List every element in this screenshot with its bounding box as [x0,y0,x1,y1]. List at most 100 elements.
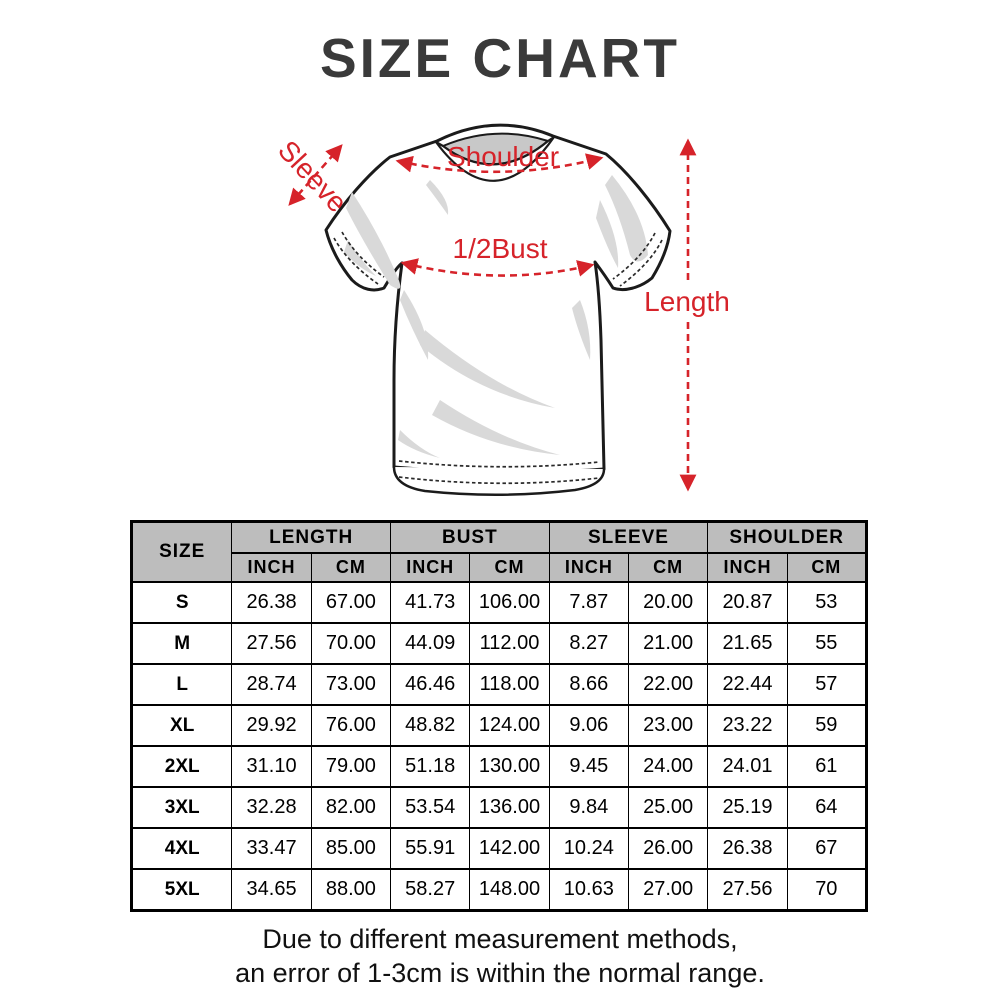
value-cell: 10.24 [548,827,629,870]
value-cell: 70.00 [310,622,392,665]
value-cell: 48.82 [390,704,471,747]
value-cell: 33.47 [231,827,312,870]
value-cell: 26.38 [707,827,788,870]
value-cell: 76.00 [310,704,392,747]
value-cell: 58.27 [390,868,471,912]
value-cell: 25.00 [627,786,709,829]
value-cell: 21.65 [707,622,788,665]
table-row: S 26.38 67.00 41.73 106.00 7.87 20.00 20.87 53 [130,581,868,624]
value-cell: 53.54 [390,786,471,829]
value-cell: 26.00 [627,827,709,870]
value-cell: 32.28 [231,786,312,829]
value-cell: 53 [786,581,868,624]
page-title: SIZE CHART [320,27,680,89]
disclaimer-line-1: Due to different measurement methods, [262,924,738,954]
tshirt-measurement-diagram: Sleeve Shoulder 1/2Bust Length [272,123,730,497]
hem-band [392,466,606,497]
value-cell: 79.00 [310,745,392,788]
size-cell: S [130,581,233,624]
value-cell: 82.00 [310,786,392,829]
value-cell: 85.00 [310,827,392,870]
value-cell: 7.87 [548,581,629,624]
value-cell: 24.00 [627,745,709,788]
header-sleeve: SLEEVE [548,520,709,554]
value-cell: 25.19 [707,786,788,829]
value-cell: 8.66 [548,663,629,706]
header-unit-inch: INCH [548,552,629,583]
value-cell: 136.00 [469,786,550,829]
value-cell: 20.00 [627,581,709,624]
size-table: SIZE LENGTH BUST SLEEVE SHOULDER INCH CM… [130,520,868,912]
size-cell: 5XL [130,868,233,912]
header-shoulder: SHOULDER [707,520,867,554]
value-cell: 24.01 [707,745,788,788]
value-cell: 22.44 [707,663,788,706]
value-cell: 67 [786,827,868,870]
header-size: SIZE [130,520,233,583]
table-row: 3XL 32.28 82.00 53.54 136.00 9.84 25.00 25.19 64 [130,786,868,829]
table-row: L 28.74 73.00 46.46 118.00 8.66 22.00 22.44 57 [130,663,868,706]
value-cell: 9.06 [548,704,629,747]
size-table-body: S 26.38 67.00 41.73 106.00 7.87 20.00 20.87 53 M 2… [130,581,868,912]
table-row: XL 29.92 76.00 48.82 124.00 9.06 23.00 23.22 59 [130,704,868,747]
table-row: 4XL 33.47 85.00 55.91 142.00 10.24 26.00 26.38 6… [130,827,868,870]
size-cell: XL [130,704,233,747]
value-cell: 124.00 [469,704,550,747]
shoulder-arrow [395,153,604,174]
value-cell: 142.00 [469,827,550,870]
size-table-header: SIZE LENGTH BUST SLEEVE SHOULDER INCH CM… [130,520,868,583]
header-unit-inch: INCH [707,552,788,583]
value-cell: 23.00 [627,704,709,747]
value-cell: 148.00 [469,868,550,912]
value-cell: 59 [786,704,868,747]
value-cell: 112.00 [469,622,550,665]
bust-arrow [400,258,595,277]
value-cell: 61 [786,745,868,788]
value-cell: 73.00 [310,663,392,706]
value-cell: 28.74 [231,663,312,706]
size-cell: L [130,663,233,706]
value-cell: 27.56 [231,622,312,665]
value-cell: 9.84 [548,786,629,829]
value-cell: 29.92 [231,704,312,747]
value-cell: 23.22 [707,704,788,747]
value-cell: 8.27 [548,622,629,665]
value-cell: 70 [786,868,868,912]
value-cell: 41.73 [390,581,471,624]
value-cell: 31.10 [231,745,312,788]
value-cell: 55 [786,622,868,665]
header-unit-cm: CM [469,552,550,583]
value-cell: 88.00 [310,868,392,912]
header-unit-cm: CM [627,552,709,583]
value-cell: 55.91 [390,827,471,870]
header-unit-cm: CM [310,552,392,583]
value-cell: 118.00 [469,663,550,706]
table-row: 5XL 34.65 88.00 58.27 148.00 10.63 27.00 27.56 7… [130,868,868,912]
value-cell: 44.09 [390,622,471,665]
header-unit-inch: INCH [390,552,471,583]
value-cell: 20.87 [707,581,788,624]
value-cell: 21.00 [627,622,709,665]
disclaimer-note: Due to different measurement methods, an… [0,922,1000,990]
value-cell: 106.00 [469,581,550,624]
table-row: 2XL 31.10 79.00 51.18 130.00 9.45 24.00 24.01 61 [130,745,868,788]
value-cell: 27.56 [707,868,788,912]
value-cell: 64 [786,786,868,829]
header-bust: BUST [390,520,550,554]
disclaimer-line-2: an error of 1-3cm is within the normal r… [235,958,765,988]
bust-label: 1/2Bust [453,233,548,264]
header-length: LENGTH [231,520,392,554]
value-cell: 27.00 [627,868,709,912]
wrinkle-shading [344,175,648,458]
table-row: M 27.56 70.00 44.09 112.00 8.27 21.00 21.65 55 [130,622,868,665]
value-cell: 34.65 [231,868,312,912]
header-unit-inch: INCH [231,552,312,583]
value-cell: 9.45 [548,745,629,788]
value-cell: 51.18 [390,745,471,788]
length-label: Length [644,286,730,317]
value-cell: 46.46 [390,663,471,706]
tshirt-drawing [324,123,672,497]
value-cell: 57 [786,663,868,706]
size-cell: 2XL [130,745,233,788]
value-cell: 67.00 [310,581,392,624]
